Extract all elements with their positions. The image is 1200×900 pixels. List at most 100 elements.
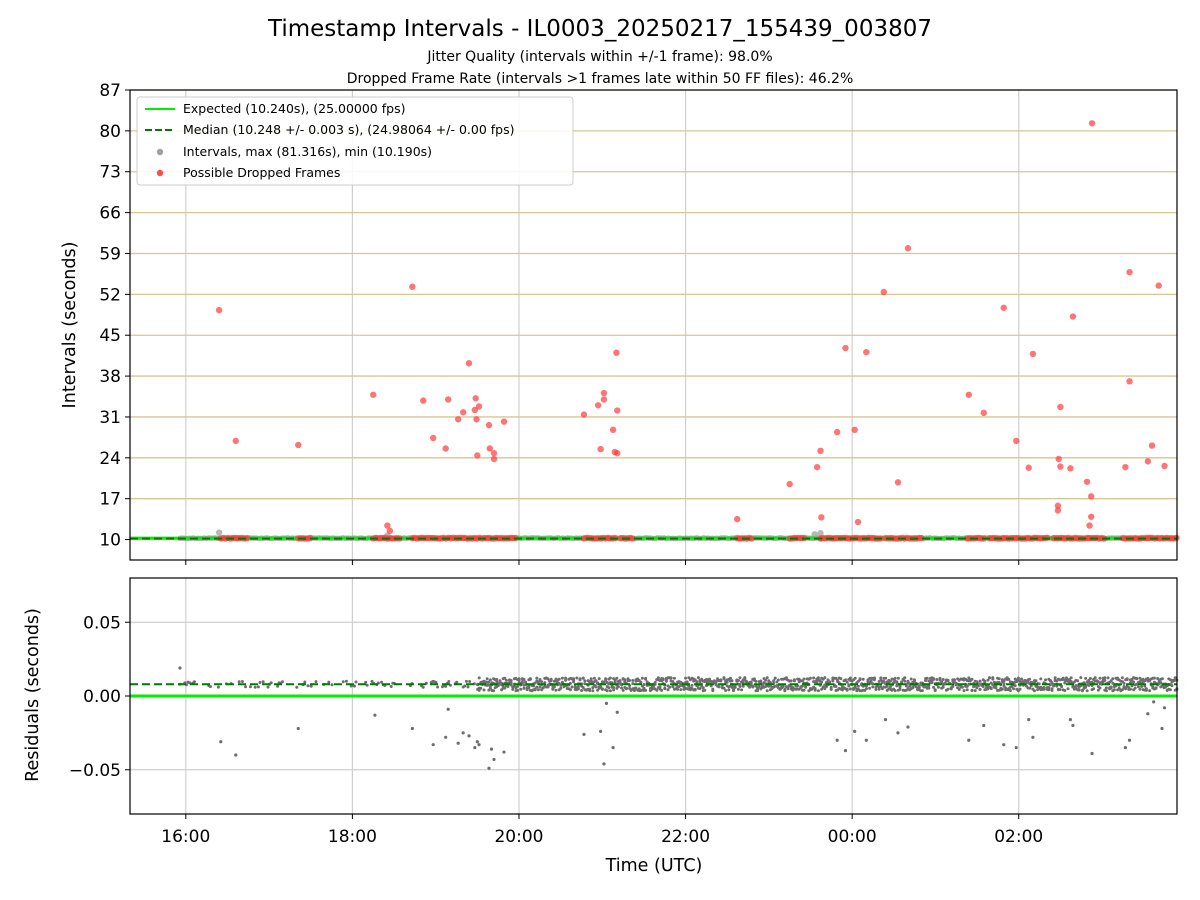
residual-point — [693, 687, 697, 691]
dropped-frame-point — [1148, 442, 1156, 449]
residual-point — [240, 680, 244, 683]
residual-outlier-point — [456, 741, 460, 745]
residual-outlier-point — [473, 746, 477, 750]
residual-point — [946, 678, 950, 682]
residual-point — [1060, 685, 1064, 689]
dropped-frame-point — [614, 449, 621, 457]
x-tick-label: 16:00 — [161, 827, 210, 847]
dropped-frame-point — [613, 349, 620, 356]
residual-point — [1173, 676, 1177, 680]
residual-outlier-point — [296, 726, 300, 731]
residual-point — [192, 680, 196, 684]
residual-point — [1085, 689, 1089, 693]
residual-point — [965, 684, 969, 688]
residual-point — [1012, 687, 1016, 691]
dropped-frame-point — [454, 416, 462, 423]
dropped-frame-point — [490, 449, 498, 457]
residual-point — [960, 685, 964, 689]
residual-point — [783, 689, 787, 693]
residual-point — [717, 685, 721, 689]
residual-point — [800, 684, 804, 688]
residual-outlier-point — [611, 746, 615, 750]
residual-point — [455, 680, 459, 684]
residual-point — [1028, 686, 1032, 690]
residual-outlier-point — [1146, 712, 1150, 716]
residual-point — [516, 688, 520, 692]
dropped-frame-point — [442, 445, 449, 452]
dropped-frame-point — [1126, 378, 1133, 385]
dropped-frame-point — [444, 396, 452, 403]
dropped-frame-point — [1000, 304, 1007, 311]
residual-point — [786, 687, 790, 691]
residual-point — [1096, 680, 1100, 684]
residual-point — [757, 685, 761, 688]
residual-point — [594, 679, 598, 683]
residual-point — [1002, 682, 1006, 686]
residual-point — [816, 676, 820, 680]
residual-outlier-point — [1090, 751, 1094, 756]
residual-point — [1125, 677, 1129, 681]
residual-point — [671, 685, 675, 689]
dropped-frame-point — [472, 395, 479, 402]
residual-point — [903, 676, 907, 680]
residual-point — [1013, 684, 1017, 688]
residual-point — [504, 678, 508, 682]
residual-point — [244, 685, 248, 689]
residual-point — [1132, 680, 1136, 684]
dropped-frame-point — [1122, 463, 1129, 471]
residual-point — [938, 678, 942, 682]
residual-point — [1096, 688, 1100, 692]
dropped-frame-point — [386, 527, 394, 535]
dropped-frame-point — [1086, 522, 1093, 529]
residual-point — [564, 678, 568, 682]
residual-point — [789, 679, 793, 683]
residual-outlier-point — [1002, 743, 1006, 747]
residual-point — [765, 676, 769, 680]
residual-point — [535, 676, 539, 680]
residual-point — [208, 685, 212, 689]
residual-point — [642, 683, 646, 686]
residual-point — [1128, 687, 1132, 691]
residual-point — [983, 680, 987, 684]
x-tick-label: 18:00 — [328, 827, 377, 847]
dropped-frame-point — [465, 360, 473, 367]
residual-point — [546, 685, 550, 689]
residual-point — [826, 678, 830, 682]
residual-point — [1122, 681, 1126, 685]
residual-point — [743, 676, 747, 680]
dropped-frame-point — [1057, 403, 1064, 411]
residual-outlier-point — [492, 757, 496, 762]
residual-outlier-point — [883, 718, 888, 722]
residual-point — [616, 685, 620, 689]
residual-point — [354, 680, 358, 684]
residual-point — [352, 684, 356, 688]
residual-point — [861, 677, 865, 681]
dropped-frame-point — [813, 463, 821, 471]
residual-point — [1007, 677, 1011, 681]
residual-point — [970, 689, 974, 692]
residual-point — [519, 687, 523, 691]
residual-point — [1032, 689, 1036, 693]
residual-point — [895, 680, 899, 684]
residual-outlier-point — [1027, 718, 1031, 722]
residual-point — [1106, 676, 1110, 680]
residual-point — [970, 677, 974, 681]
residual-outlier-point — [487, 766, 491, 770]
residual-point — [802, 688, 806, 692]
residual-point — [1144, 688, 1148, 692]
residual-point — [1104, 686, 1108, 690]
residual-point — [871, 682, 875, 686]
residual-point — [1103, 676, 1107, 680]
residual-point — [600, 687, 604, 691]
residual-point — [1124, 687, 1128, 691]
residual-point — [535, 685, 539, 689]
residual-point — [492, 689, 496, 693]
residual-point — [1018, 687, 1022, 691]
residual-point — [903, 679, 907, 683]
residual-point — [568, 688, 572, 692]
residual-outlier-point — [602, 762, 606, 766]
residual-point — [468, 680, 472, 683]
residual-point — [575, 676, 579, 680]
residual-point — [1028, 677, 1032, 681]
residual-point — [1120, 676, 1124, 680]
